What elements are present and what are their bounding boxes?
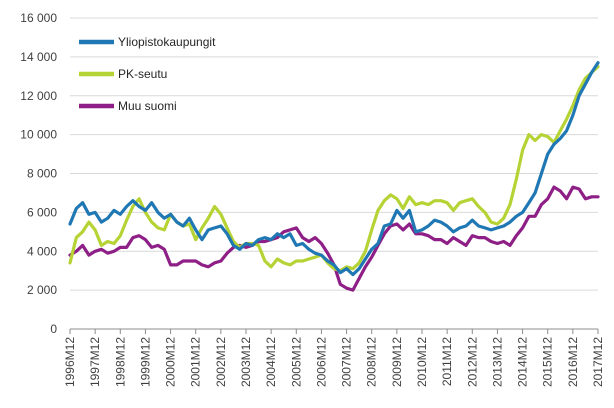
y-tick-label: 12 000 <box>20 89 57 103</box>
x-tick-label: 2017M12 <box>591 337 605 387</box>
x-tick-label: 2003M12 <box>239 337 253 387</box>
x-tick-label: 1997M12 <box>88 337 102 387</box>
x-tick-label: 2002M12 <box>214 337 228 387</box>
y-tick-label: 2 000 <box>27 283 57 297</box>
y-tick-label: 0 <box>50 322 57 336</box>
x-tick-label: 2015M12 <box>541 337 555 387</box>
legend-label: Yliopistokaupungit <box>118 35 216 49</box>
x-tick-label: 1998M12 <box>113 337 127 387</box>
x-tick-label: 2006M12 <box>314 337 328 387</box>
y-tick-label: 6 000 <box>27 205 57 219</box>
y-tick-label: 14 000 <box>20 50 57 64</box>
x-tick-label: 2013M12 <box>490 337 504 387</box>
y-tick-label: 10 000 <box>20 128 57 142</box>
series-lines <box>68 61 600 292</box>
series-line <box>68 64 600 273</box>
series-line <box>68 185 600 292</box>
legend-label: Muu suomi <box>118 99 177 113</box>
x-tick-label: 1996M12 <box>63 337 77 387</box>
x-tick-label: 2009M12 <box>390 337 404 387</box>
legend-label: PK-seutu <box>118 67 167 81</box>
x-tick-label: 1999M12 <box>138 337 152 387</box>
y-tick-label: 8 000 <box>27 167 57 181</box>
x-tick-label: 2010M12 <box>415 337 429 387</box>
y-axis-tick-labels: 0 2 000 4 000 6 000 8 000 10 000 12 000 14 000 1… <box>20 11 57 336</box>
x-tick-label: 2007M12 <box>340 337 354 387</box>
x-tick-label: 2001M12 <box>189 337 203 387</box>
x-tick-label: 2000M12 <box>164 337 178 387</box>
y-tick-label: 4 000 <box>27 244 57 258</box>
x-tick-label: 2012M12 <box>465 337 479 387</box>
x-tick-label: 2008M12 <box>365 337 379 387</box>
legend: Yliopistokaupungit PK-seutu Muu suomi <box>79 35 216 113</box>
x-axis-tick-labels: 1996M12 1997M12 1998M12 1999M12 2000M12 2001M… <box>63 329 605 387</box>
x-tick-label: 2014M12 <box>516 337 530 387</box>
x-tick-label: 2011M12 <box>440 337 454 386</box>
gridlines <box>70 17 598 291</box>
x-tick-label: 2016M12 <box>566 337 580 387</box>
x-tick-label: 2005M12 <box>289 337 303 387</box>
series-line <box>68 61 600 277</box>
x-tick-label: 2004M12 <box>264 337 278 387</box>
y-tick-label: 16 000 <box>20 11 57 25</box>
